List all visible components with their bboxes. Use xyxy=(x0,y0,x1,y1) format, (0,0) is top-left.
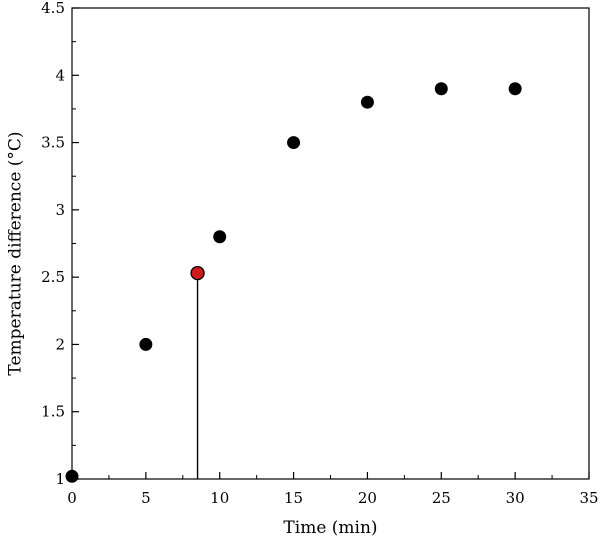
x-tick-label: 20 xyxy=(358,489,377,507)
y-tick-label: 3.5 xyxy=(41,134,65,152)
plot-frame xyxy=(71,7,590,480)
x-tick-label: 15 xyxy=(284,489,303,507)
x-tick-label: 0 xyxy=(67,489,77,507)
x-tick-label: 5 xyxy=(141,489,151,507)
x-tick-label: 35 xyxy=(579,489,598,507)
y-tick-label: 1 xyxy=(55,470,65,488)
data-point xyxy=(139,337,153,351)
y-axis-ticks xyxy=(72,7,79,480)
y-tick-label: 1.5 xyxy=(41,403,65,421)
x-tick-label: 25 xyxy=(432,489,451,507)
x-tick-label: 10 xyxy=(210,489,229,507)
data-point xyxy=(65,469,79,483)
y-tick-label: 4.5 xyxy=(41,0,65,17)
data-point xyxy=(213,230,227,244)
plot-area xyxy=(65,7,590,483)
data-points xyxy=(65,82,522,483)
y-tick-label: 2 xyxy=(55,335,65,353)
data-point xyxy=(287,136,301,150)
y-tick-label: 3 xyxy=(55,201,65,219)
data-point xyxy=(508,82,522,96)
data-point xyxy=(434,82,448,96)
x-axis-tick-labels: 0 5 10 15 20 25 30 35 xyxy=(67,489,598,507)
x-tick-label: 30 xyxy=(506,489,525,507)
x-axis-title: Time (min) xyxy=(283,518,377,538)
y-axis-tick-labels: 1 1.5 2 2.5 3 3.5 4 4.5 xyxy=(41,0,65,488)
y-axis-title: Temperature difference (°C) xyxy=(6,131,26,375)
y-tick-label: 4 xyxy=(55,66,65,84)
data-point xyxy=(360,95,374,109)
x-axis-ticks xyxy=(71,472,590,479)
y-tick-label: 2.5 xyxy=(41,268,65,286)
highlight-point xyxy=(190,265,205,281)
